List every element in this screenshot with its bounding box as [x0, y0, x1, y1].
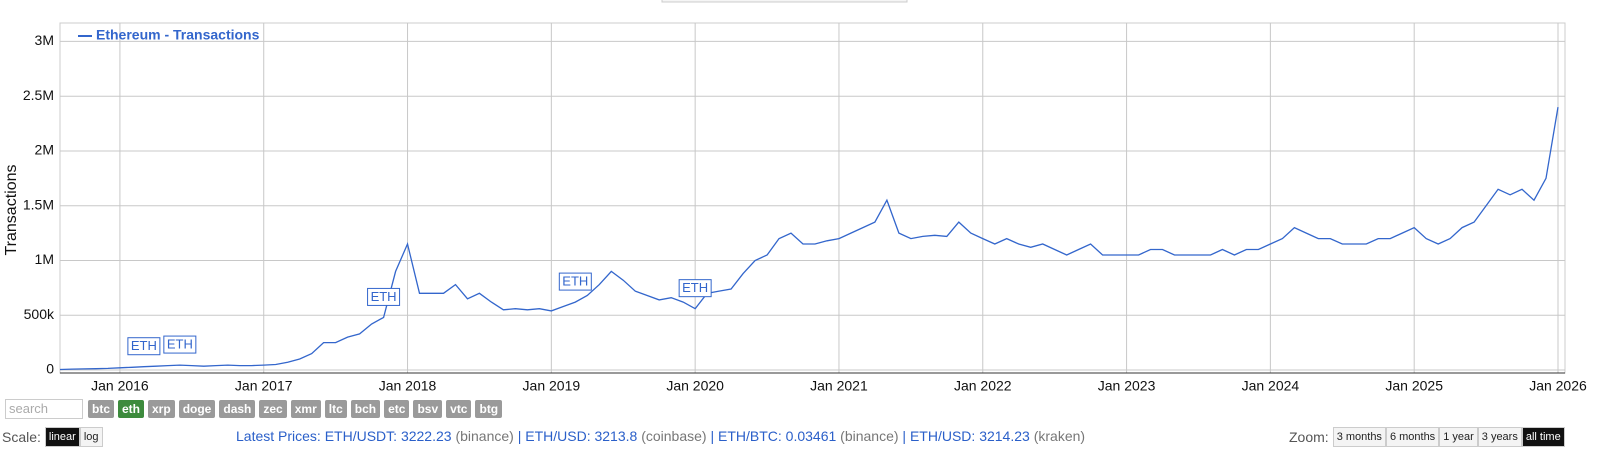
y-tick-label: 500k — [24, 306, 55, 322]
x-tick-label: Jan 2019 — [523, 378, 581, 394]
x-tick-label: Jan 2025 — [1385, 378, 1443, 394]
price-exchange: (kraken) — [1033, 428, 1086, 444]
data-line — [59, 106, 1559, 371]
annotation: ETH — [562, 274, 588, 289]
price-value: 0.03461 — [785, 428, 837, 444]
scale-label: Scale: — [2, 429, 41, 445]
scale-button[interactable]: log — [79, 427, 103, 447]
zoom-label: Zoom: — [1289, 429, 1329, 445]
x-tick-label: Jan 2018 — [379, 378, 437, 394]
price-exchange: (binance) — [840, 428, 899, 444]
price-pair: ETH/USD: — [909, 428, 976, 444]
annotation-box — [367, 287, 401, 306]
plot-area — [59, 22, 1566, 374]
y-tick-label: 1M — [35, 251, 54, 267]
coin-button[interactable]: etc — [384, 400, 410, 418]
x-tick-label: Jan 2016 — [91, 378, 149, 394]
coin-button[interactable]: zec — [259, 400, 287, 418]
price-value: 3222.23 — [400, 428, 452, 444]
annotation-box — [678, 279, 712, 298]
annotation-box — [163, 335, 197, 354]
x-tick-label: Jan 2023 — [1098, 378, 1156, 394]
y-tick-label: 2M — [35, 142, 54, 158]
annotation: ETH — [682, 280, 708, 295]
zoom-button[interactable]: 3 years — [1477, 427, 1522, 447]
annotation: ETH — [167, 337, 193, 352]
coin-row: search btc eth xrp doge dash zec xmr ltc bch etc b… — [0, 399, 506, 419]
top-tab — [661, 0, 908, 3]
search-input[interactable]: search — [5, 399, 83, 419]
coin-button[interactable]: bsv — [413, 400, 443, 418]
coin-button[interactable]: bch — [350, 400, 381, 418]
x-tick-label: Jan 2024 — [1242, 378, 1300, 394]
price-value: 3214.23 — [979, 428, 1030, 444]
y-tick-label: 0 — [46, 361, 54, 377]
prices: Latest Prices: ETH/USDT: 3222.23 (binanc… — [236, 428, 1085, 444]
separator: | — [513, 428, 526, 444]
coin-button[interactable]: doge — [178, 400, 216, 418]
price-exchange: (binance) — [455, 428, 514, 444]
scale-button[interactable]: linear — [44, 427, 80, 447]
zoom-row: Zoom: 3 months 6 months 1 year 3 years all t… — [1289, 427, 1565, 447]
coin-button[interactable]: dash — [219, 400, 256, 418]
zoom-button[interactable]: 6 months — [1385, 427, 1440, 447]
price-pair: ETH/USDT: — [324, 428, 398, 444]
zoom-button[interactable]: 1 year — [1439, 427, 1478, 447]
coin-button[interactable]: eth — [118, 400, 144, 418]
chart: Transactions 0 500k 1M 1.5M 2M 2.5M 3M Jan 2016… — [3, 0, 1587, 394]
prices-label: Latest Prices: — [236, 428, 321, 444]
legend-label: Ethereum - Transactions — [96, 27, 260, 43]
coin-button[interactable]: xmr — [290, 400, 321, 418]
y-tick-label: 3M — [35, 32, 54, 48]
x-tick-label: Jan 2026 — [1529, 378, 1587, 394]
coin-button[interactable]: xrp — [148, 400, 175, 418]
y-tick-label: 1.5M — [23, 196, 54, 212]
x-tick-label: Jan 2020 — [666, 378, 724, 394]
coin-button[interactable]: btg — [475, 400, 503, 418]
zoom-button[interactable]: all time — [1521, 427, 1565, 447]
y-axis-label: Transactions — [3, 165, 20, 256]
zoom-button[interactable]: 3 months — [1332, 427, 1386, 447]
scale-row: Scale: linear log — [2, 427, 103, 447]
coin-button[interactable]: ltc — [324, 400, 347, 418]
price-pair: ETH/USD: — [525, 428, 591, 444]
coin-button[interactable]: vtc — [446, 400, 472, 418]
coin-button[interactable]: btc — [88, 400, 114, 418]
x-tick-label: Jan 2021 — [810, 378, 868, 394]
separator: | — [706, 428, 718, 444]
price-exchange: (coinbase) — [641, 428, 707, 444]
x-tick-label: Jan 2022 — [954, 378, 1012, 394]
annotation-box — [558, 272, 592, 291]
separator: | — [898, 428, 910, 444]
annotation: ETH — [371, 289, 397, 304]
price-pair: ETH/BTC: — [718, 428, 782, 444]
y-tick-label: 2.5M — [23, 87, 54, 103]
annotation: ETH — [131, 338, 157, 353]
price-value: 3213.8 — [594, 428, 638, 444]
x-tick-label: Jan 2017 — [235, 378, 293, 394]
annotation-box — [127, 337, 161, 356]
